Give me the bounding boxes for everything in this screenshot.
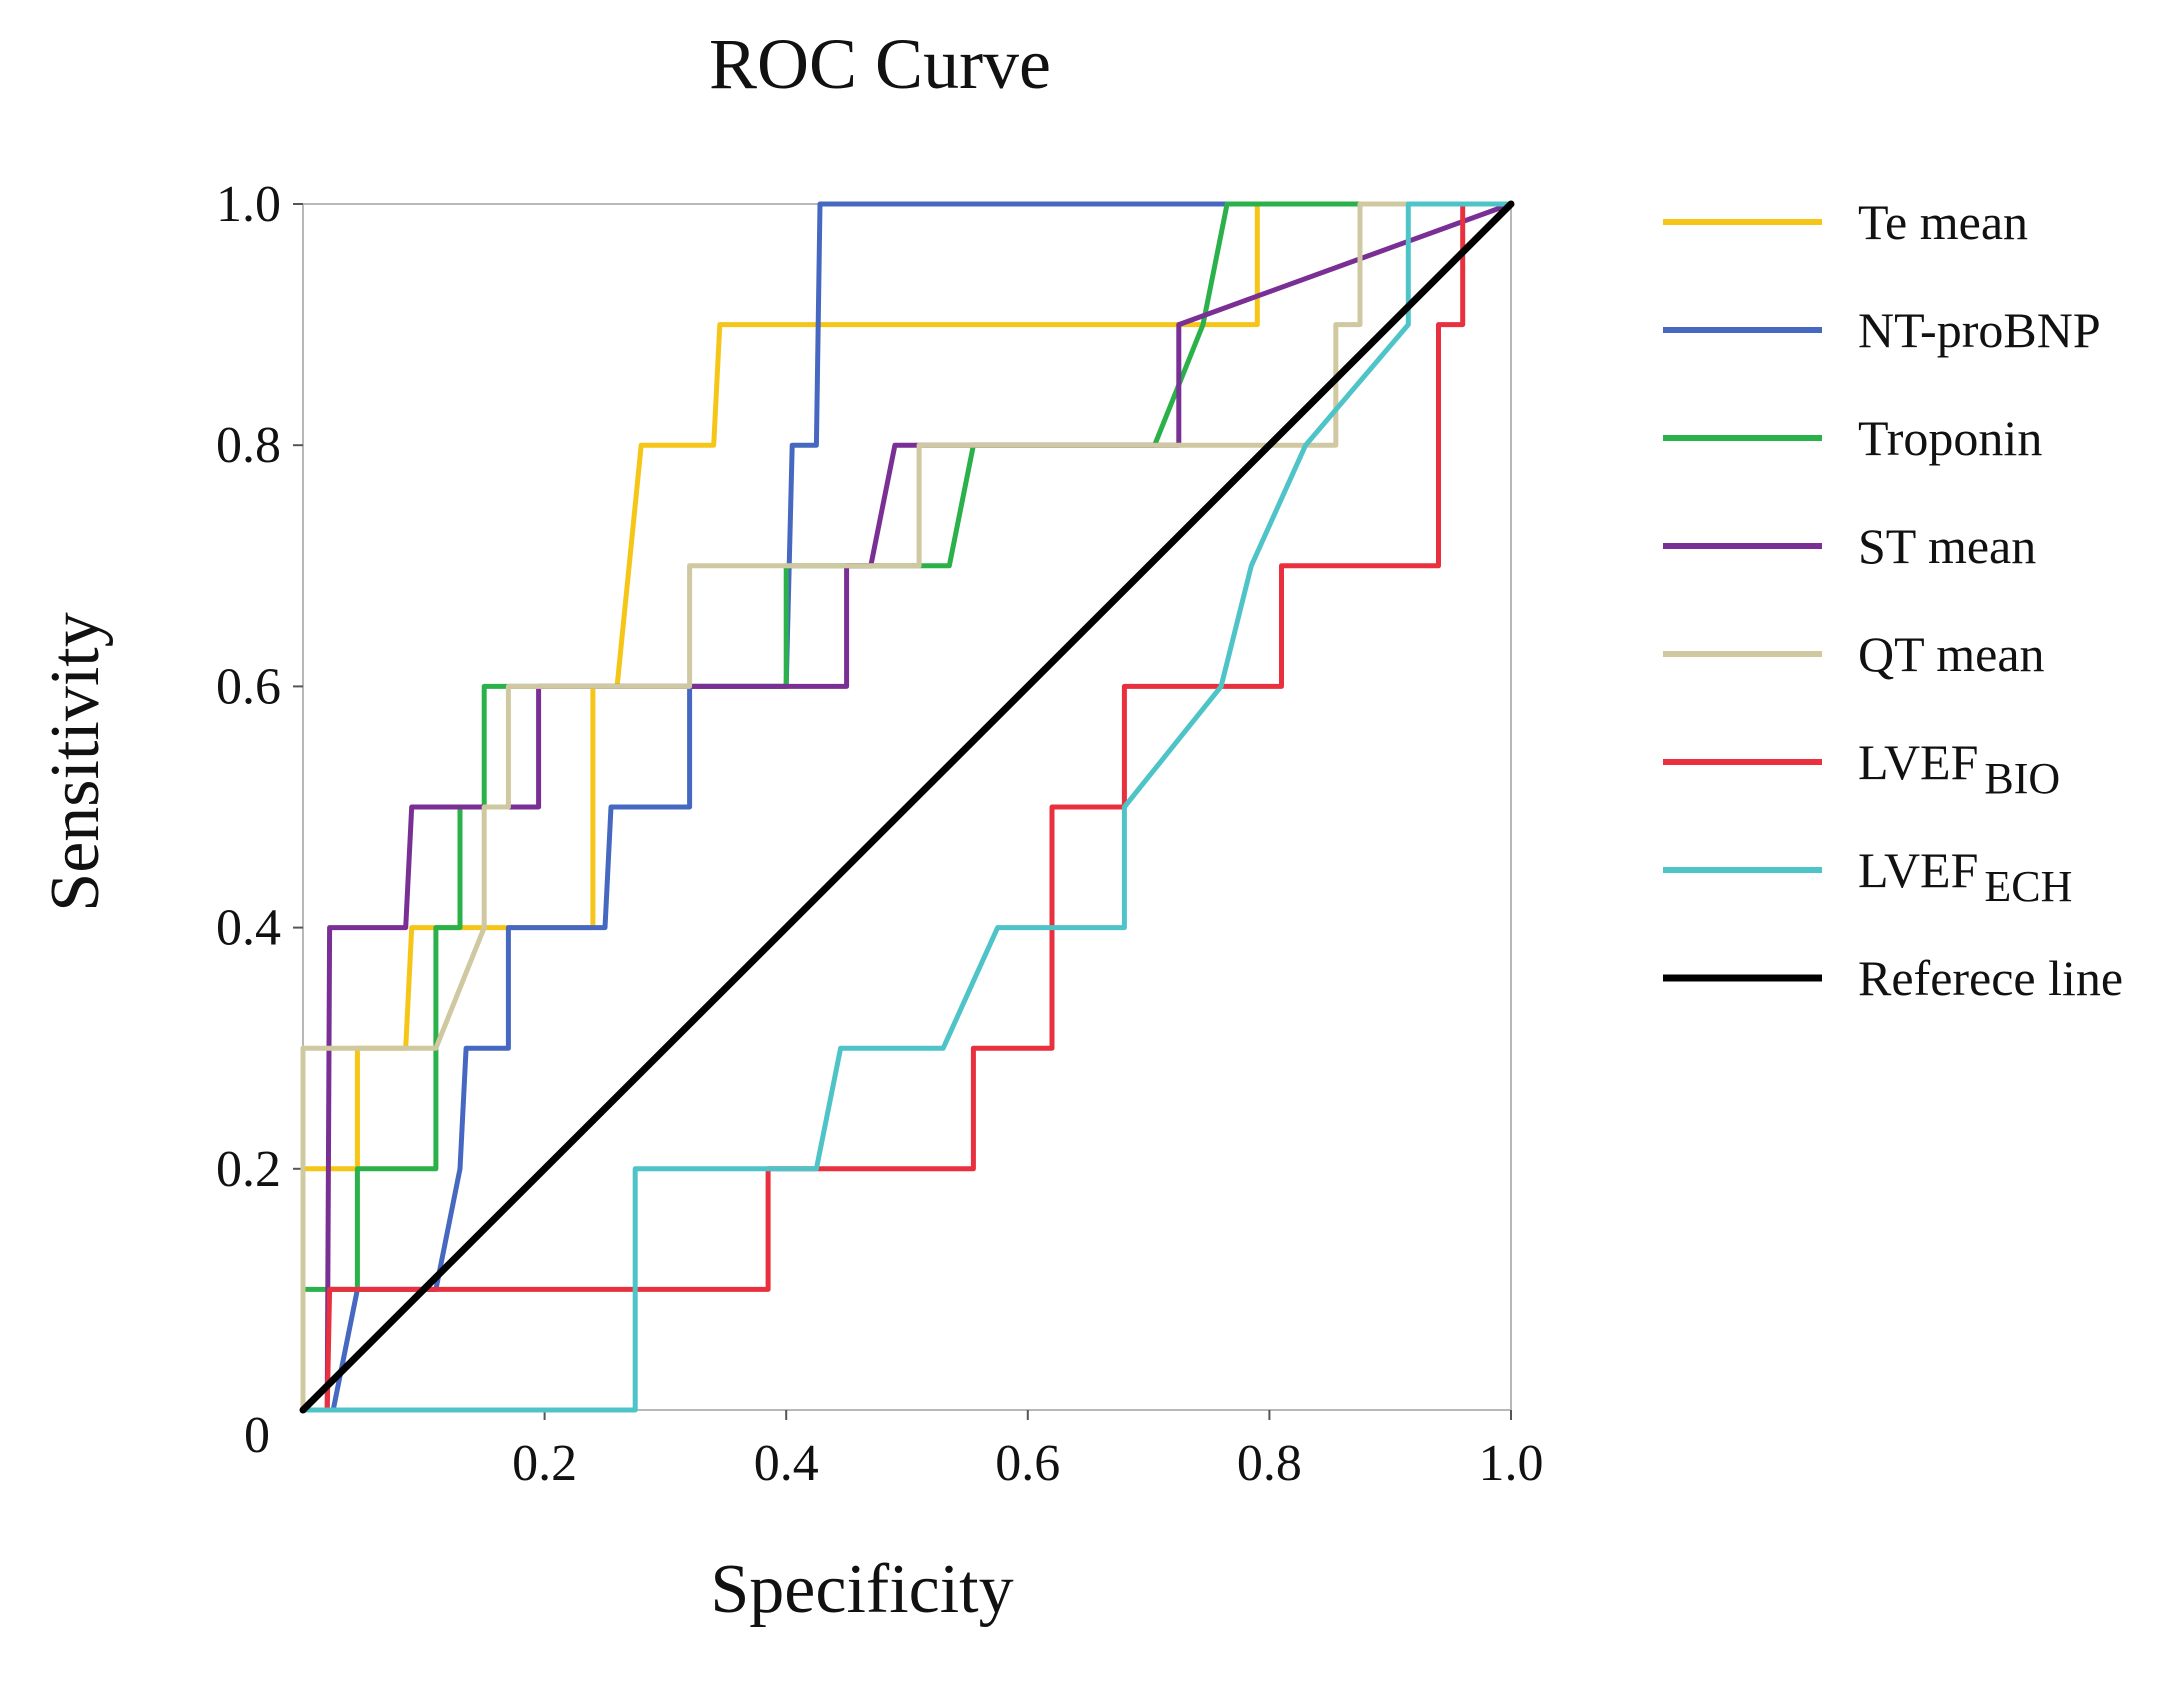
- x-tick-label: 0.6: [995, 1435, 1060, 1492]
- legend-label-lvef-bio: LVEF BIO: [1858, 734, 2060, 803]
- legend: Te mean NT-proBNP Troponin ST mean QT mean LV…: [1663, 194, 2123, 1006]
- x-tick-label: 1.0: [1479, 1435, 1544, 1492]
- y-tick-label: 0.8: [216, 417, 281, 474]
- legend-label-nt-probnp: NT-proBNP: [1858, 302, 2101, 358]
- y-tick-label: 0.6: [216, 658, 281, 715]
- y-axis-ticks: 0.2 0.4 0.6 0.8 1.0: [216, 176, 303, 1198]
- x-tick-label: 0.4: [754, 1435, 819, 1492]
- y-tick-label: 0.4: [216, 900, 281, 957]
- series-line-nt-probnp: [330, 201, 1514, 1413]
- x-tick-label: 0.8: [1237, 1435, 1302, 1492]
- legend-label-st-mean: ST mean: [1858, 518, 2036, 574]
- legend-label-troponin: Troponin: [1858, 410, 2042, 466]
- y-tick-label: 1.0: [216, 176, 281, 233]
- x-tick-label: 0: [244, 1407, 270, 1464]
- x-axis-label: Specificity: [710, 1551, 1013, 1628]
- x-axis-ticks: 0 0.2 0.4 0.6 0.8 1.0: [244, 1407, 1544, 1492]
- legend-label-qt-mean: QT mean: [1858, 626, 2045, 682]
- series-line-referece-line: [299, 200, 1515, 1414]
- series-line-troponin: [300, 201, 1514, 1292]
- legend-label-referece-line: Referece line: [1858, 950, 2123, 1006]
- y-tick-label: 0.2: [216, 1141, 281, 1198]
- series-line-qt-mean: [300, 201, 1514, 1413]
- legend-label-te-mean: Te mean: [1858, 194, 2028, 250]
- legend-label-lvef-ech: LVEF ECH: [1858, 842, 2072, 911]
- series-lines: [299, 200, 1515, 1414]
- chart-title: ROC Curve: [709, 24, 1051, 104]
- series-line-lvef-ech: [300, 201, 1514, 1413]
- x-tick-label: 0.2: [512, 1435, 577, 1492]
- y-axis-label: Sensitivity: [37, 612, 114, 911]
